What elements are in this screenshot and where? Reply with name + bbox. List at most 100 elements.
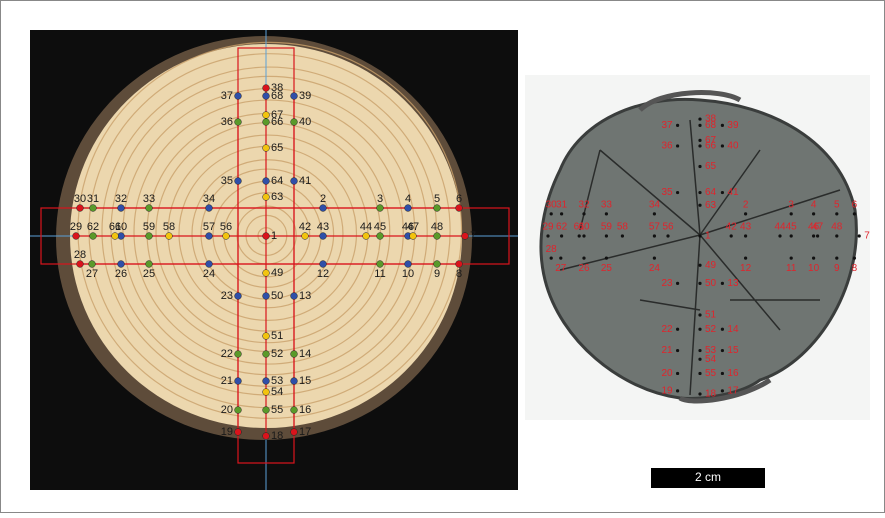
- point-label: 48: [831, 222, 843, 233]
- point-label: 16: [727, 368, 739, 379]
- drill-hole: [698, 191, 701, 194]
- sample-point: [263, 233, 270, 240]
- point-label: 11: [374, 268, 385, 280]
- drill-hole: [676, 282, 679, 285]
- point-label: 67: [705, 135, 717, 146]
- point-label: 55: [271, 404, 283, 416]
- point-label: 1: [271, 230, 277, 242]
- drill-hole: [698, 282, 701, 285]
- drill-hole: [698, 204, 701, 207]
- point-label: 10: [402, 268, 414, 280]
- drill-hole: [835, 257, 838, 260]
- drill-hole: [721, 124, 724, 127]
- point-label: 6: [456, 193, 462, 205]
- point-label: 14: [299, 348, 311, 360]
- point-label: 37: [221, 90, 233, 102]
- point-label: 32: [578, 200, 590, 211]
- point-label: 31: [87, 193, 99, 205]
- drill-hole: [582, 212, 585, 215]
- sample-point: [462, 233, 469, 240]
- point-label: 43: [740, 222, 752, 233]
- point-label: 19: [221, 426, 233, 438]
- point-label: 27: [86, 268, 98, 280]
- drill-hole: [816, 234, 819, 237]
- drill-hole: [676, 328, 679, 331]
- drill-hole: [676, 124, 679, 127]
- point-label: 8: [852, 263, 858, 274]
- point-label: 3: [788, 200, 794, 211]
- sample-point: [405, 261, 412, 268]
- point-label: 58: [617, 222, 629, 233]
- point-label: 45: [374, 221, 386, 233]
- sample-point: [263, 112, 270, 119]
- drill-hole: [858, 234, 861, 237]
- point-label: 51: [705, 310, 717, 321]
- point-label: 17: [299, 426, 311, 438]
- point-label: 39: [299, 90, 311, 102]
- sample-point: [377, 233, 384, 240]
- sample-point: [77, 205, 84, 212]
- point-label: 54: [271, 386, 283, 398]
- point-label: 33: [601, 200, 613, 211]
- point-label: 59: [601, 222, 613, 233]
- drill-hole: [698, 165, 701, 168]
- point-label: 1: [705, 231, 711, 242]
- point-label: 14: [727, 324, 739, 335]
- point-label: 19: [661, 385, 673, 396]
- point-label: 67: [271, 109, 283, 121]
- point-label: 10: [808, 263, 820, 274]
- drill-hole: [721, 372, 724, 375]
- point-label: 64: [705, 187, 717, 198]
- drill-hole: [559, 257, 562, 260]
- point-label: 54: [705, 354, 717, 365]
- drill-hole: [698, 392, 701, 395]
- sample-point: [166, 233, 173, 240]
- drill-hole: [605, 212, 608, 215]
- sample-point: [235, 178, 242, 185]
- sample-point: [90, 233, 97, 240]
- drill-hole: [835, 212, 838, 215]
- point-label: 26: [115, 268, 127, 280]
- drill-hole: [676, 349, 679, 352]
- point-label: 41: [727, 187, 739, 198]
- point-label: 35: [221, 175, 233, 187]
- point-label: 21: [661, 345, 673, 356]
- sample-point: [146, 261, 153, 268]
- sample-point: [456, 205, 463, 212]
- sample-point: [263, 407, 270, 414]
- drill-hole: [812, 212, 815, 215]
- sample-point: [263, 389, 270, 396]
- point-label: 29: [70, 221, 82, 233]
- drill-hole: [790, 257, 793, 260]
- point-label: 25: [143, 268, 155, 280]
- drill-hole: [698, 264, 701, 267]
- point-label: 4: [405, 193, 411, 205]
- drill-hole: [744, 234, 747, 237]
- drill-hole: [790, 212, 793, 215]
- point-label: 49: [271, 267, 283, 279]
- sample-point: [434, 233, 441, 240]
- point-label: 57: [203, 221, 215, 233]
- point-label: 51: [271, 330, 283, 342]
- point-label: 48: [431, 221, 443, 233]
- drill-hole: [730, 234, 733, 237]
- scale-bar-label: 2 cm: [695, 470, 721, 484]
- sample-point: [263, 93, 270, 100]
- drill-hole: [835, 234, 838, 237]
- point-label: 34: [203, 193, 215, 205]
- drill-hole: [666, 234, 669, 237]
- point-label: 55: [705, 368, 717, 379]
- drill-hole: [676, 389, 679, 392]
- point-label: 8: [456, 268, 462, 280]
- point-label: 36: [221, 116, 233, 128]
- drill-hole: [560, 212, 563, 215]
- drill-hole: [778, 234, 781, 237]
- sample-point: [320, 261, 327, 268]
- point-label: 33: [143, 193, 155, 205]
- sample-point: [206, 233, 213, 240]
- sample-point: [235, 407, 242, 414]
- sample-point: [112, 233, 119, 240]
- point-label: 5: [434, 193, 440, 205]
- point-label: 50: [271, 290, 283, 302]
- point-label: 61: [574, 222, 586, 233]
